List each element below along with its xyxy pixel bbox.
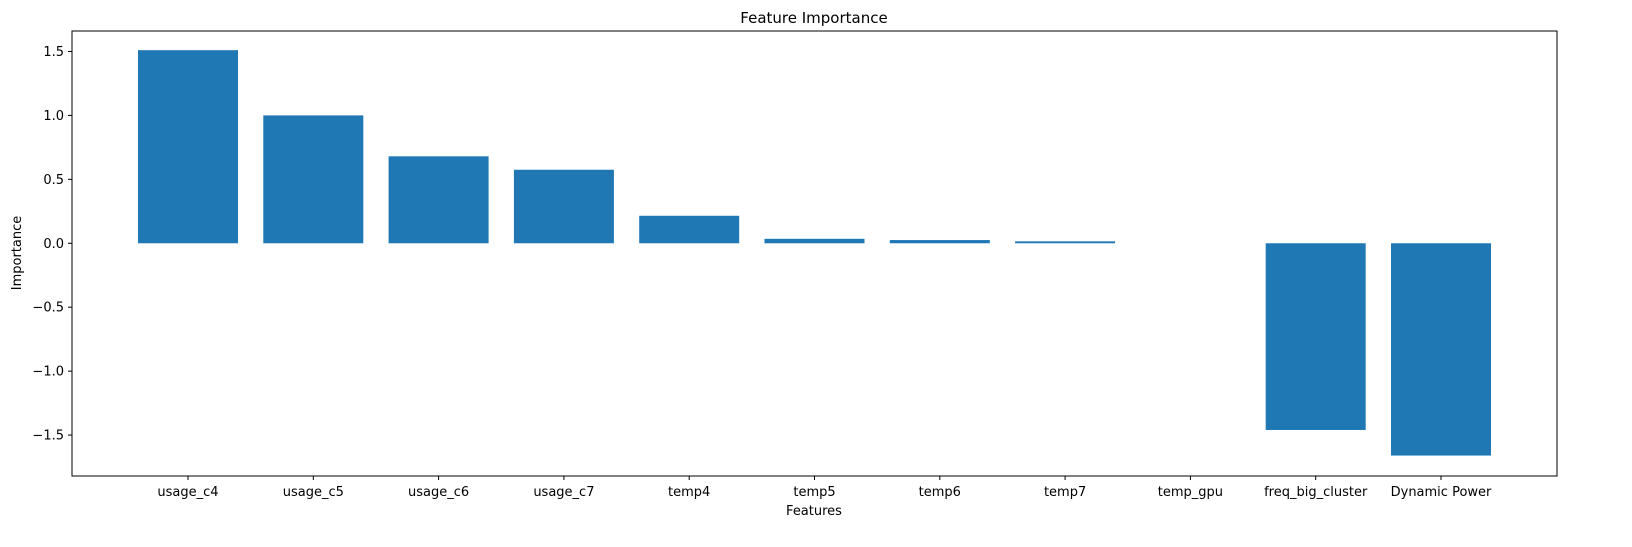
y-tick-label: 1.5 bbox=[43, 45, 64, 60]
y-tick-label: −1.5 bbox=[32, 429, 64, 444]
y-axis-label: Importance bbox=[10, 216, 25, 291]
x-tick-label: temp_gpu bbox=[1158, 485, 1223, 500]
x-tick-label: temp4 bbox=[668, 485, 710, 500]
bars-group bbox=[138, 50, 1491, 456]
y-axis-ticks: −1.5 −1.0 −0.5 0.0 0.5 1.0 1.5 bbox=[32, 45, 72, 444]
bar-usage-c7 bbox=[513, 169, 614, 244]
x-tick-label: temp7 bbox=[1044, 485, 1086, 500]
bar-dynamic-power bbox=[1391, 243, 1491, 456]
y-tick-label: 0.5 bbox=[43, 173, 64, 188]
bar-usage-c4 bbox=[138, 50, 238, 244]
plot-frame bbox=[71, 30, 1558, 477]
bar-temp5 bbox=[764, 238, 865, 244]
x-axis-ticks: usage_c4 usage_c5 usage_c6 usage_c7 temp4 tem… bbox=[157, 476, 1492, 500]
x-tick-label: Dynamic Power bbox=[1391, 485, 1492, 500]
y-tick-label: −1.0 bbox=[32, 365, 64, 380]
x-tick-label: usage_c7 bbox=[533, 485, 594, 500]
bar-usage-c5 bbox=[263, 115, 364, 244]
x-tick-label: freq_big_cluster bbox=[1264, 485, 1368, 500]
x-tick-label: usage_c4 bbox=[157, 485, 218, 500]
chart-title: Feature Importance bbox=[740, 9, 887, 27]
x-tick-label: temp5 bbox=[793, 485, 835, 500]
x-tick-label: temp6 bbox=[919, 485, 961, 500]
bar-usage-c6 bbox=[388, 156, 489, 244]
bar-freq-big-cluster bbox=[1265, 243, 1366, 430]
bar-temp7 bbox=[1015, 241, 1116, 244]
x-axis-label: Features bbox=[786, 504, 842, 519]
y-tick-label: −0.5 bbox=[32, 301, 64, 316]
y-tick-label: 1.0 bbox=[43, 109, 64, 124]
bar-temp4 bbox=[639, 215, 740, 244]
x-tick-label: usage_c6 bbox=[408, 485, 469, 500]
y-tick-label: 0.0 bbox=[43, 237, 64, 252]
bar-temp6 bbox=[889, 240, 990, 244]
x-tick-label: usage_c5 bbox=[283, 485, 344, 500]
